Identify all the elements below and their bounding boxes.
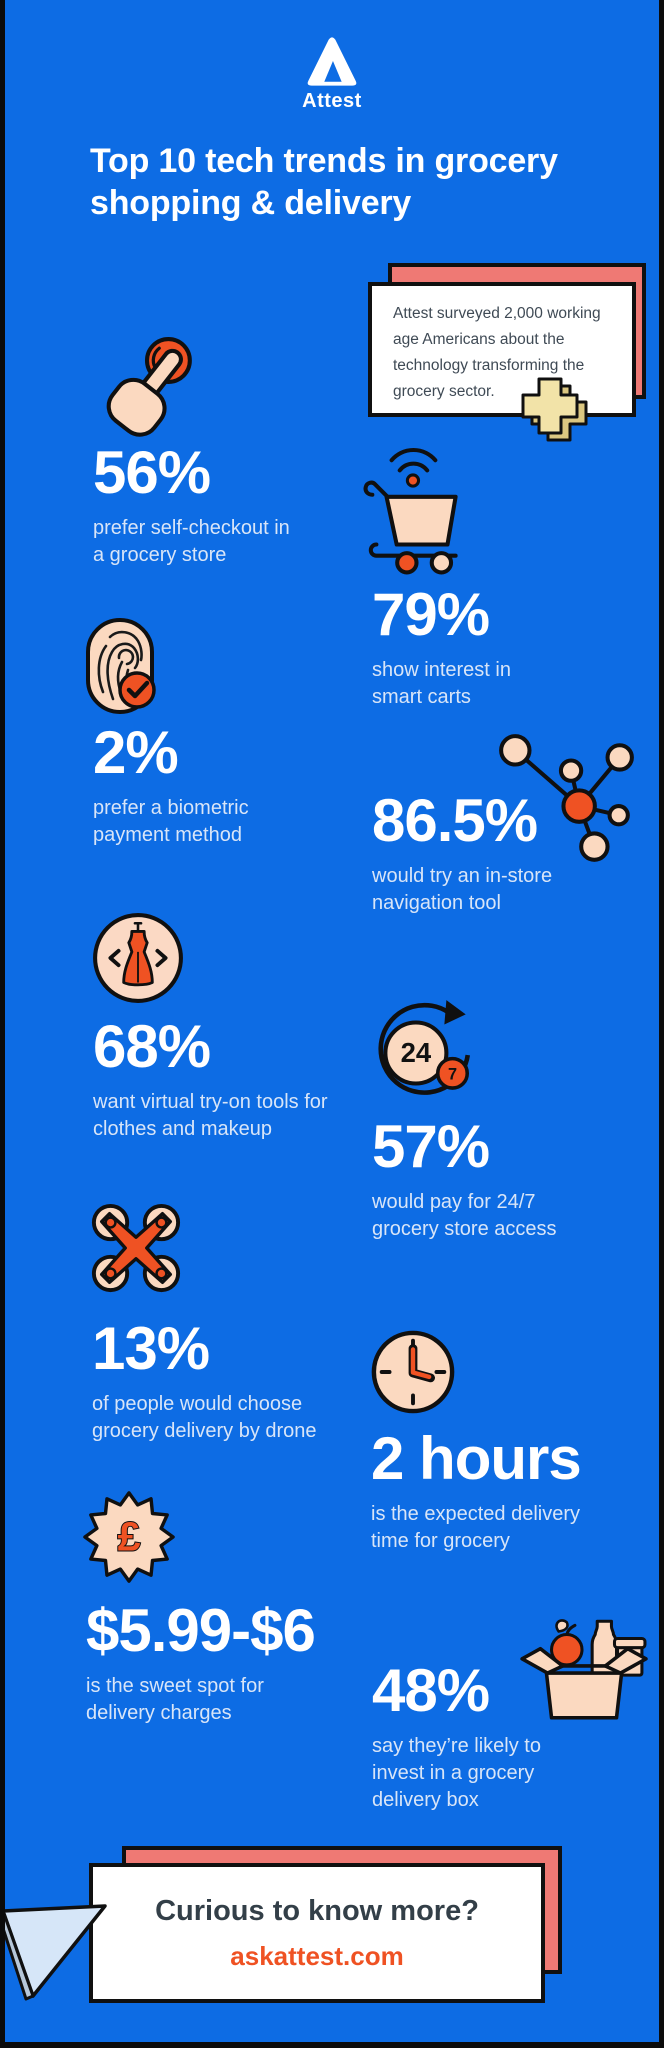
page-title-line1: Top 10 tech trends in grocery — [90, 142, 558, 180]
page-title: Top 10 tech trends in grocery shopping &… — [90, 140, 610, 224]
plus-3d-icon — [517, 375, 593, 457]
intro-card-text: Attest surveyed 2,000 working age Americ… — [393, 305, 601, 400]
funnel-icon — [0, 1886, 112, 2004]
stat-caption: is the sweet spot for delivery charges — [86, 1675, 264, 1724]
frame-border-bottom — [0, 2042, 664, 2048]
stat-value: 48% — [372, 1657, 490, 1724]
clock-icon — [369, 1328, 457, 1416]
stat-caption: prefer a biometric payment method — [93, 797, 249, 846]
stat-value: 79% — [372, 581, 490, 648]
page-title-line2: shopping & delivery — [90, 184, 412, 222]
stat-caption: would try an in-store navigation tool — [372, 865, 553, 914]
fingerprint-icon — [84, 616, 158, 716]
stat-value: 86.5% — [372, 787, 538, 854]
frame-border-left — [0, 0, 5, 2048]
footer-card: Curious to know more? askattest.com — [89, 1863, 545, 2003]
stat-value: 13% — [92, 1315, 210, 1382]
press-button-icon — [95, 334, 197, 440]
stat-caption: is the expected delivery time for grocer… — [371, 1503, 581, 1552]
stat-self-checkout: 56% prefer self-checkout in a grocery st… — [93, 442, 305, 569]
stat-biometric: 2% prefer a biometric payment method — [93, 722, 305, 849]
stat-delivery-charge: $5.99-$6 is the sweet spot for delivery … — [86, 1597, 316, 1727]
stat-caption: would pay for 24/7 grocery store access — [372, 1191, 557, 1240]
logo-wordmark: Attest — [302, 90, 362, 112]
stat-smart-carts: 79% show interest in smart carts — [372, 584, 562, 711]
stat-caption: say they’re likely to invest in a grocer… — [372, 1735, 541, 1811]
footer-title: Curious to know more? — [155, 1894, 479, 1927]
stat-caption: show interest in smart carts — [372, 659, 511, 708]
attest-logo-icon — [305, 34, 359, 88]
icon-24-label: 24 — [401, 1037, 432, 1068]
icon-7-label: 7 — [448, 1065, 457, 1083]
intro-card: Attest surveyed 2,000 working age Americ… — [368, 282, 636, 417]
stat-try-on: 68% want virtual try-on tools for clothe… — [93, 1016, 341, 1143]
pound-symbol: £ — [118, 1514, 141, 1560]
frame-border-right — [659, 0, 664, 2048]
network-icon — [493, 733, 641, 867]
stat-drone: 13% of people would choose grocery deliv… — [92, 1318, 344, 1445]
stat-value: $5.99-$6 — [86, 1597, 316, 1664]
footer-link[interactable]: askattest.com — [230, 1940, 404, 1971]
stat-24-7: 57% would pay for 24/7 grocery store acc… — [372, 1116, 594, 1243]
stat-delivery-time: 2 hours is the expected delivery time fo… — [371, 1428, 601, 1555]
stat-value: 68% — [93, 1013, 211, 1080]
stat-caption: want virtual try-on tools for clothes an… — [93, 1091, 328, 1140]
price-badge-icon: £ — [82, 1490, 176, 1584]
stat-caption: of people would choose grocery delivery … — [92, 1393, 317, 1442]
stat-value: 56% — [93, 439, 211, 506]
stat-value: 2 hours — [371, 1425, 582, 1492]
24-7-icon: 24 7 — [363, 998, 483, 1108]
stat-value: 57% — [372, 1113, 490, 1180]
smart-cart-icon — [362, 446, 470, 576]
stat-value: 2% — [93, 719, 179, 786]
drone-icon — [89, 1201, 183, 1295]
virtual-try-on-icon — [91, 911, 185, 1005]
stat-navigation: 86.5% would try an in-store navigation t… — [372, 790, 594, 917]
grocery-box-icon — [516, 1616, 648, 1722]
stat-caption: prefer self-checkout in a grocery store — [93, 517, 290, 566]
stat-delivery-box: 48% say they’re likely to invest in a gr… — [372, 1660, 574, 1814]
